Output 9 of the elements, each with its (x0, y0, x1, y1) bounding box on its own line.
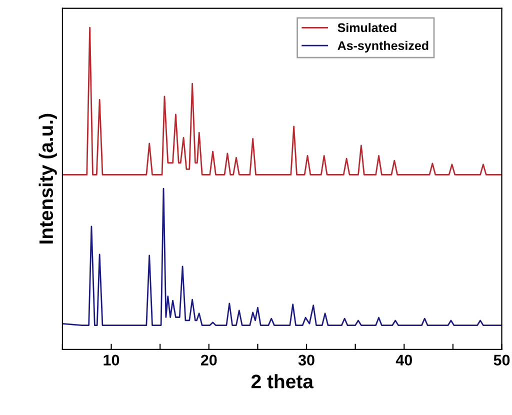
x-tick-label: 30 (298, 354, 314, 366)
legend-label: Simulated (338, 22, 396, 32)
x-tick-label: 40 (396, 354, 412, 366)
x-tick-label: 50 (494, 354, 510, 366)
x-axis-title: 2 theta (251, 374, 314, 388)
x-tick-label: 20 (200, 354, 217, 366)
y-axis-title: Intensity (a.u.) (38, 114, 57, 244)
x-tick-label: 10 (104, 354, 120, 366)
legend-label: As-synthesized (338, 40, 428, 53)
